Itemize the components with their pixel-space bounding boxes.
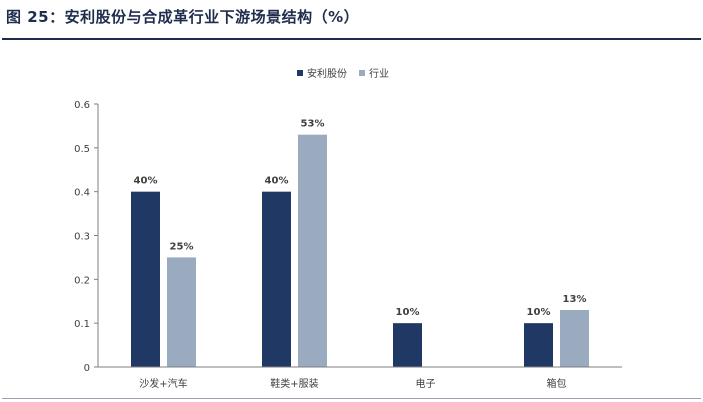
- y-tick-label: 0.3: [74, 232, 90, 243]
- x-tick-label: 沙发+汽车: [139, 377, 187, 390]
- bar-0-0: [131, 191, 160, 367]
- legend-swatch-1: [359, 70, 365, 76]
- chart-container: 安利股份 行业 0 0.1 0.2 0.3 0.4 0.5 0.6 40% 25% 40% 53% 1…: [0, 44, 703, 396]
- bar-0-1: [167, 257, 196, 367]
- x-tick-label: 箱包: [547, 377, 567, 390]
- data-label-3-0: 10%: [527, 307, 551, 318]
- data-label-0-1: 25%: [170, 241, 194, 252]
- y-tick-label: 0.1: [74, 319, 90, 330]
- data-label-2-0: 10%: [396, 307, 420, 318]
- y-tick-label: 0.4: [74, 188, 90, 199]
- figure-title: 图 25：安利股份与合成革行业下游场景结构（%）: [6, 8, 360, 26]
- data-label-0-0: 40%: [134, 176, 158, 187]
- y-axis: 0 0.1 0.2 0.3 0.4 0.5 0.6: [74, 100, 99, 374]
- legend-swatch-0: [297, 70, 303, 76]
- data-label-1-1: 53%: [301, 119, 325, 130]
- legend-label-0: 安利股份: [307, 67, 347, 80]
- title-divider: [2, 38, 701, 40]
- bar-2-0: [393, 323, 422, 367]
- chart-legend: 安利股份 行业: [297, 67, 389, 80]
- bar-1-0: [262, 191, 291, 367]
- x-tick-label: 电子: [416, 377, 436, 390]
- y-tick-label: 0.2: [74, 275, 90, 286]
- y-tick-label: 0: [84, 363, 90, 374]
- x-axis: 沙发+汽车 鞋类+服装 电子 箱包: [98, 366, 622, 390]
- bar-3-1: [560, 310, 589, 367]
- data-label-3-1: 13%: [563, 294, 587, 305]
- bottom-divider: [2, 398, 701, 399]
- bar-chart: 安利股份 行业 0 0.1 0.2 0.3 0.4 0.5 0.6 40% 25% 40% 53% 1…: [74, 67, 622, 390]
- legend-label-1: 行业: [369, 67, 389, 80]
- y-tick-label: 0.5: [74, 144, 90, 155]
- y-tick-label: 0.6: [74, 100, 90, 111]
- data-label-1-0: 40%: [265, 176, 289, 187]
- x-tick-label: 鞋类+服装: [270, 377, 318, 390]
- bars-group: 40% 25% 40% 53% 10% 10% 13%: [131, 119, 589, 367]
- bar-3-0: [524, 323, 553, 367]
- bar-1-1: [298, 134, 327, 367]
